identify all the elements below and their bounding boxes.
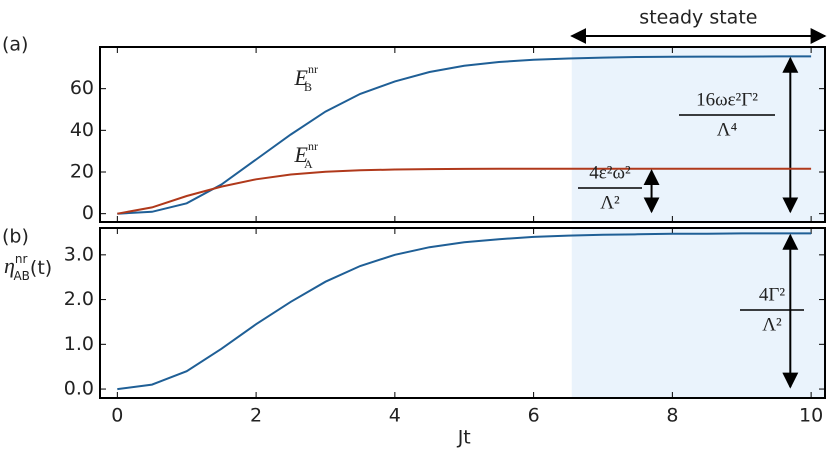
formula-numerator: 4Γ² [759, 284, 785, 305]
panel-label: (a) [2, 34, 28, 56]
y-tick-label: 0 [82, 202, 94, 224]
curve-label-sub: A [304, 157, 313, 171]
curve-label: Enr A [294, 139, 318, 171]
x-tick-label: 8 [666, 405, 678, 427]
plot-frame [99, 46, 826, 223]
x-axis-label: Jt [457, 427, 471, 449]
y-tick-label: 0.0 [64, 378, 94, 400]
curve-label: Enr B [294, 62, 318, 94]
steady-label: steady state [639, 7, 757, 29]
y-label-sub: AB [13, 269, 29, 283]
y-tick-label: 40 [70, 119, 94, 141]
x-tick-label: 0 [111, 405, 123, 427]
formula-denominator: Λ² [600, 192, 620, 213]
line [117, 55, 812, 215]
y-tick-label: 3.0 [64, 243, 94, 265]
curve-label-sup: nr [308, 139, 318, 153]
y-tick-label: 20 [70, 161, 94, 183]
x-tick-label: 6 [528, 405, 540, 427]
curve-label-base: E [294, 65, 309, 90]
line [117, 167, 812, 215]
formula-numerator: 4ε²ω² [589, 162, 631, 183]
panel-label: (b) [2, 226, 29, 248]
formula-denominator: Λ² [762, 314, 782, 335]
y-label-name: η [4, 253, 15, 278]
curve-label-sup: nr [308, 62, 318, 76]
y-tick-label: 60 [70, 77, 94, 99]
line [117, 232, 812, 391]
x-tick-label: 4 [389, 405, 401, 427]
x-tick-label: 10 [799, 405, 823, 427]
y-label-suffix: (t) [30, 257, 52, 279]
x-tick-label: 2 [250, 405, 262, 427]
y-axis-label: ηnr AB(t) [4, 252, 52, 283]
formula-denominator: Λ⁴ [717, 119, 738, 140]
y-label-sup: nr [15, 252, 28, 266]
plot-frame [99, 227, 826, 399]
shaded-region [571, 228, 825, 398]
curve-label-sub: B [304, 80, 312, 94]
formula-numerator: 16ωε²Γ² [696, 89, 758, 110]
curve-label-base: E [294, 142, 309, 167]
y-tick-label: 2.0 [64, 288, 94, 310]
y-tick-label: 1.0 [64, 333, 94, 355]
